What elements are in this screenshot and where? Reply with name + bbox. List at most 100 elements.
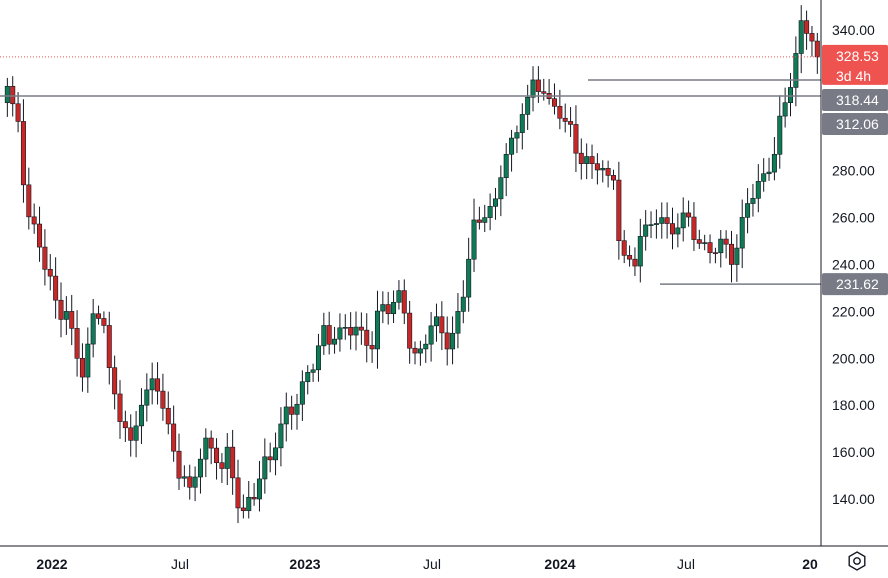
candle-down bbox=[364, 329, 370, 346]
candle-up bbox=[433, 316, 439, 327]
candle-down bbox=[562, 117, 568, 122]
candle-up bbox=[273, 447, 279, 461]
candle-up bbox=[519, 114, 525, 133]
candle-down bbox=[53, 275, 59, 301]
candle-down bbox=[122, 421, 128, 429]
settings-button[interactable] bbox=[845, 549, 869, 573]
candle-up bbox=[342, 327, 348, 329]
candle-down bbox=[112, 367, 118, 395]
candle-up bbox=[482, 217, 488, 223]
candle-down bbox=[728, 243, 734, 265]
candle-up bbox=[332, 338, 338, 345]
time-axis: 2022 Jul 2023 Jul 2024 Jul 20 bbox=[36, 556, 818, 572]
candle-down bbox=[235, 477, 241, 509]
candle-down bbox=[407, 312, 413, 349]
candle-up bbox=[310, 369, 316, 373]
candle-up bbox=[643, 224, 649, 237]
candle-down bbox=[568, 121, 574, 125]
candle-down bbox=[809, 33, 815, 42]
candle-up bbox=[299, 381, 305, 405]
candle-up bbox=[423, 343, 429, 350]
candle-down bbox=[326, 325, 332, 345]
candle-up bbox=[739, 217, 745, 249]
candle-down bbox=[187, 476, 193, 488]
candle-down bbox=[208, 437, 214, 449]
y-tick-label: 160.00 bbox=[832, 444, 875, 460]
candle-down bbox=[96, 313, 102, 319]
candle-up bbox=[777, 115, 783, 155]
candle-down bbox=[369, 345, 375, 350]
candle-down bbox=[160, 390, 166, 409]
candle-down bbox=[691, 216, 697, 240]
candle-up bbox=[90, 313, 96, 345]
price-badges: 328.53 3d 4h 318.44 312.06 231.62 bbox=[822, 44, 888, 296]
candle-down bbox=[267, 456, 273, 461]
candle-down bbox=[240, 507, 246, 512]
candle-down bbox=[230, 446, 236, 479]
candle-down bbox=[594, 163, 600, 171]
candle-up bbox=[278, 423, 284, 449]
candle-down bbox=[165, 407, 171, 425]
candle-down bbox=[696, 239, 702, 244]
current-price-badge-text: 3d 4h bbox=[836, 68, 871, 84]
candle-down bbox=[664, 217, 670, 224]
candle-up bbox=[734, 247, 740, 265]
candle-down bbox=[214, 447, 220, 464]
candle-down bbox=[348, 327, 354, 336]
candle-up bbox=[659, 217, 665, 224]
candle-down bbox=[444, 332, 450, 350]
candle-down bbox=[439, 316, 445, 334]
candle-down bbox=[155, 378, 161, 392]
gear-icon bbox=[848, 551, 866, 571]
y-tick-label: 340.00 bbox=[832, 22, 875, 38]
candle-up bbox=[203, 437, 209, 460]
y-tick-label: 240.00 bbox=[832, 257, 875, 273]
candle-down bbox=[358, 326, 364, 331]
candles-layer bbox=[4, 5, 820, 524]
candle-down bbox=[621, 240, 627, 256]
candle-up bbox=[246, 496, 252, 512]
candle-up bbox=[766, 171, 772, 175]
x-tick-label: Jul bbox=[677, 556, 695, 572]
candle-up bbox=[133, 425, 139, 441]
level-badge-text: 312.06 bbox=[836, 116, 879, 132]
candle-up bbox=[503, 153, 509, 178]
candle-down bbox=[616, 179, 622, 242]
candle-up bbox=[492, 198, 498, 207]
candle-down bbox=[535, 79, 541, 92]
candle-up bbox=[648, 224, 654, 226]
candle-up bbox=[294, 403, 300, 415]
candle-up bbox=[798, 20, 804, 54]
candle-down bbox=[69, 311, 75, 329]
candle-up bbox=[782, 102, 788, 117]
candle-down bbox=[58, 299, 64, 320]
candle-down bbox=[401, 290, 407, 314]
candle-up bbox=[584, 156, 590, 164]
y-tick-label: 180.00 bbox=[832, 397, 875, 413]
candle-up bbox=[487, 206, 493, 218]
candle-down bbox=[117, 393, 123, 422]
candle-down bbox=[610, 175, 616, 181]
candle-up bbox=[224, 446, 230, 469]
x-tick-label: 20 bbox=[802, 556, 818, 572]
candle-down bbox=[15, 103, 21, 122]
candle-down bbox=[712, 252, 718, 254]
candle-up bbox=[718, 238, 724, 254]
y-tick-label: 280.00 bbox=[832, 163, 875, 179]
candle-up bbox=[396, 290, 402, 303]
candle-up bbox=[455, 311, 461, 334]
candle-down bbox=[804, 20, 810, 34]
x-tick-label: Jul bbox=[171, 556, 189, 572]
candle-down bbox=[669, 223, 675, 235]
level-badge-text: 231.62 bbox=[836, 276, 879, 292]
candle-up bbox=[460, 296, 466, 312]
y-tick-label: 140.00 bbox=[832, 491, 875, 507]
candle-up bbox=[149, 378, 155, 391]
level-badge bbox=[822, 89, 888, 111]
y-tick-label: 200.00 bbox=[832, 350, 875, 366]
candle-up bbox=[315, 345, 321, 371]
candle-down bbox=[578, 152, 584, 164]
candle-down bbox=[47, 269, 53, 277]
